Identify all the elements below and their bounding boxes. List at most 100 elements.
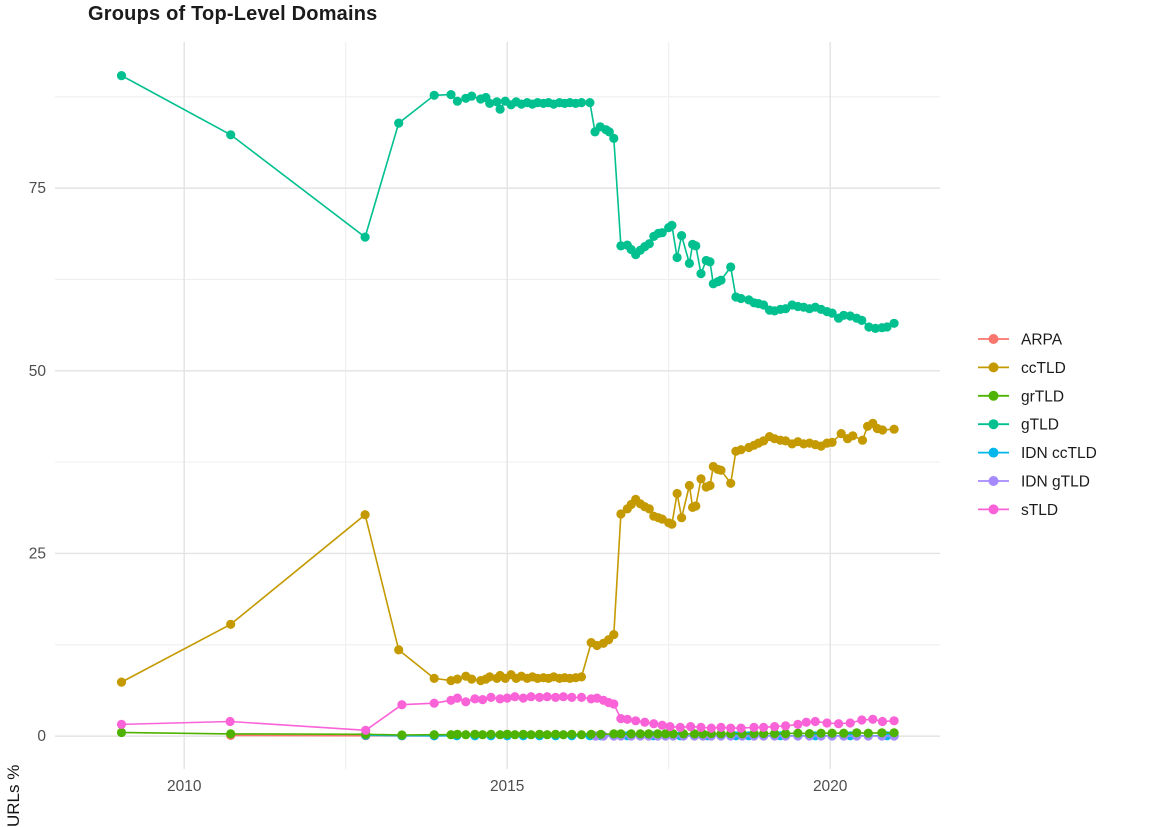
data-point xyxy=(226,729,236,739)
data-point xyxy=(836,429,846,439)
data-point xyxy=(672,252,682,263)
data-point xyxy=(526,730,536,740)
data-point xyxy=(816,728,826,738)
legend-item-grTLD: grTLD xyxy=(978,388,1064,405)
data-point xyxy=(686,722,696,732)
data-point xyxy=(452,96,462,106)
data-point xyxy=(827,728,837,738)
data-point xyxy=(492,97,502,107)
data-point xyxy=(502,729,512,739)
data-point xyxy=(452,674,462,684)
data-point xyxy=(793,719,803,730)
data-point xyxy=(360,510,370,520)
data-point xyxy=(495,730,505,740)
data-point xyxy=(631,716,641,726)
data-point xyxy=(576,730,587,740)
data-point xyxy=(609,729,619,739)
legend-item-IDN ccTLD: IDN ccTLD xyxy=(978,445,1097,462)
data-point xyxy=(889,716,899,726)
legend-key-dot xyxy=(988,334,999,344)
data-point xyxy=(486,692,496,703)
data-point xyxy=(609,133,619,143)
data-point xyxy=(868,714,878,724)
y-tick-label: 25 xyxy=(29,545,46,562)
series-ccTLD xyxy=(116,418,899,687)
data-point xyxy=(495,104,505,114)
data-point xyxy=(567,692,577,703)
data-point xyxy=(394,118,404,128)
data-point xyxy=(877,425,888,435)
y-tick-label: 0 xyxy=(37,728,46,745)
data-point xyxy=(534,729,545,739)
data-point xyxy=(657,228,667,238)
x-tick-label: 2020 xyxy=(813,778,848,795)
data-point xyxy=(667,519,677,529)
data-point xyxy=(596,729,606,739)
data-point xyxy=(616,729,626,739)
data-point xyxy=(470,694,480,704)
data-point xyxy=(604,127,614,137)
data-point xyxy=(827,308,837,318)
data-point xyxy=(534,692,545,703)
data-point xyxy=(657,720,667,730)
data-point xyxy=(801,717,811,727)
chart-title: Groups of Top-Level Domains xyxy=(88,3,378,25)
data-point xyxy=(429,730,439,740)
data-point xyxy=(675,722,685,733)
data-point xyxy=(649,719,659,729)
legend-item-IDN gTLD: IDN gTLD xyxy=(978,474,1090,491)
data-point xyxy=(558,692,569,702)
legend-key-dot xyxy=(988,362,999,373)
data-point xyxy=(845,718,855,728)
legend-label: ARPA xyxy=(1021,332,1063,349)
data-point xyxy=(848,431,858,441)
data-point xyxy=(478,730,488,740)
legend-label: gTLD xyxy=(1021,417,1059,434)
data-point xyxy=(857,315,867,325)
data-point xyxy=(726,478,736,488)
data-point xyxy=(495,694,505,704)
data-point xyxy=(857,715,867,725)
data-point xyxy=(759,722,769,733)
data-point xyxy=(644,239,654,249)
data-point xyxy=(677,513,687,523)
data-point xyxy=(226,130,236,140)
data-point xyxy=(551,692,561,703)
x-tick-label: 2015 xyxy=(490,778,524,795)
data-point xyxy=(461,730,471,740)
data-point xyxy=(810,716,820,727)
x-tick-label: 2010 xyxy=(167,778,202,795)
data-point xyxy=(116,677,127,687)
legend-key-dot xyxy=(988,476,999,486)
data-point xyxy=(485,672,495,682)
data-point xyxy=(446,90,456,100)
data-point xyxy=(585,98,595,108)
data-point xyxy=(822,718,832,728)
data-point xyxy=(116,727,127,738)
data-point xyxy=(827,437,837,447)
data-point xyxy=(726,723,736,733)
y-tick-label: 50 xyxy=(29,363,47,380)
data-point xyxy=(677,231,687,241)
data-point xyxy=(696,474,706,484)
data-point xyxy=(716,275,726,285)
data-point xyxy=(397,700,407,710)
data-point xyxy=(609,699,619,709)
data-point xyxy=(640,717,650,727)
data-point xyxy=(360,232,370,242)
data-point xyxy=(804,729,815,739)
data-point xyxy=(706,723,716,733)
data-point xyxy=(882,322,892,332)
data-point xyxy=(518,729,528,739)
data-point xyxy=(609,630,619,640)
data-point xyxy=(691,501,701,511)
data-point xyxy=(644,504,654,514)
data-point xyxy=(749,722,759,733)
legend-label: sTLD xyxy=(1021,502,1058,519)
data-point xyxy=(576,692,587,703)
data-point xyxy=(225,716,235,727)
data-point xyxy=(510,730,520,740)
data-point xyxy=(576,98,587,108)
legend-label: IDN gTLD xyxy=(1021,474,1090,491)
